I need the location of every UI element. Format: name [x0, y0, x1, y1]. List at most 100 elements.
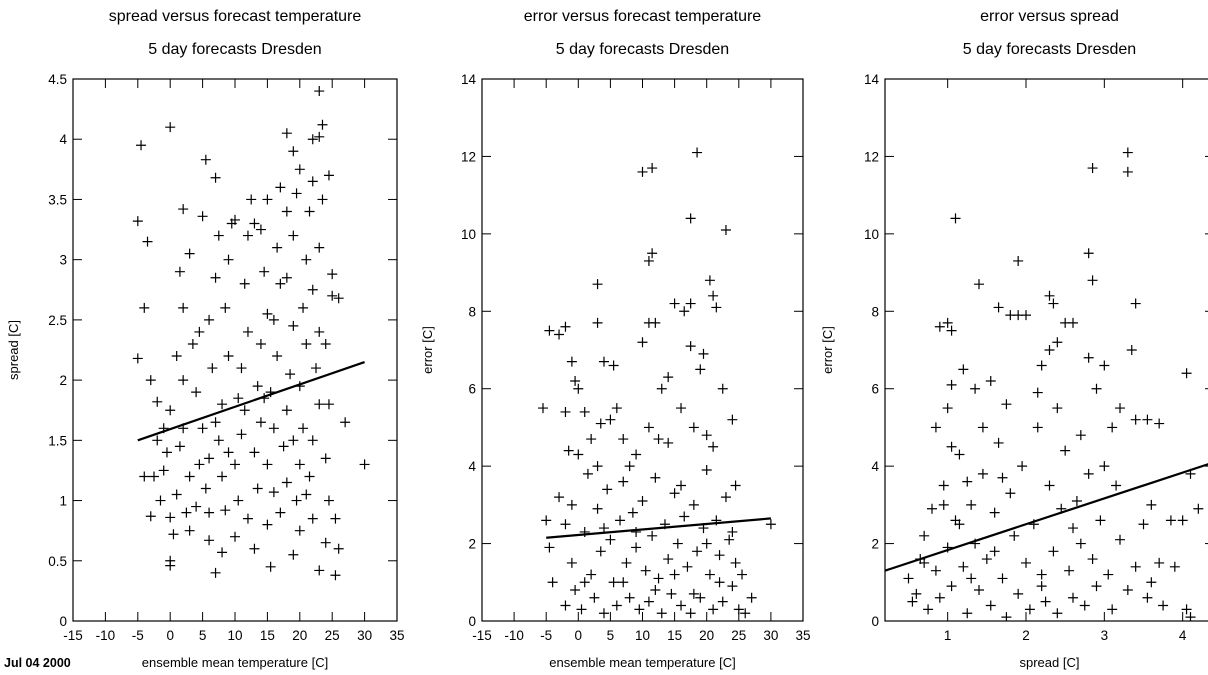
data-point	[294, 459, 305, 470]
y-axis-label: error [C]	[420, 326, 435, 374]
data-point	[317, 119, 328, 130]
data-point	[643, 255, 654, 266]
data-point	[320, 537, 331, 548]
data-point	[1052, 337, 1063, 348]
data-point	[688, 499, 699, 510]
data-point	[213, 435, 224, 446]
data-point	[304, 471, 315, 482]
y-tick-label: 8	[468, 304, 476, 319]
data-point	[643, 596, 654, 607]
data-point	[191, 501, 202, 512]
data-point	[727, 414, 738, 425]
data-point	[737, 569, 748, 580]
data-point	[544, 542, 555, 553]
data-point	[1071, 495, 1082, 506]
data-point	[330, 570, 341, 581]
data-point	[1103, 569, 1114, 580]
regression-line	[137, 361, 365, 442]
data-point	[281, 405, 292, 416]
x-tick-label: 25	[731, 628, 746, 643]
chart-spread-vs-temperature: spread versus forecast temperature 5 day …	[6, 8, 405, 670]
data-point	[708, 290, 719, 301]
y-tick-label: 0.5	[48, 554, 67, 569]
data-point	[301, 489, 312, 500]
data-point	[1126, 345, 1137, 355]
data-point	[301, 254, 312, 265]
data-point	[733, 604, 744, 615]
data-point	[1001, 399, 1012, 410]
data-point	[730, 480, 741, 491]
data-point	[1013, 255, 1024, 266]
data-point	[1099, 461, 1110, 472]
data-point	[281, 477, 292, 488]
data-point	[262, 194, 273, 205]
data-point	[1044, 480, 1055, 491]
data-point	[288, 146, 299, 157]
data-point	[330, 513, 341, 524]
x-tick-label: 15	[260, 628, 275, 643]
data-point	[1169, 561, 1180, 572]
data-point	[314, 399, 325, 410]
data-point	[323, 170, 334, 181]
data-point	[187, 338, 198, 349]
data-point	[294, 525, 305, 536]
data-point	[242, 230, 253, 241]
data-point	[210, 567, 221, 578]
data-point	[145, 375, 156, 386]
data-point	[301, 338, 312, 349]
data-point	[1154, 418, 1165, 429]
data-point	[560, 600, 571, 611]
data-point	[554, 329, 565, 340]
data-point	[679, 511, 690, 522]
data-point	[307, 176, 318, 187]
data-point	[643, 422, 654, 433]
data-point	[685, 341, 696, 352]
data-point	[672, 538, 683, 549]
data-point	[579, 406, 590, 417]
data-point	[618, 577, 629, 588]
data-point	[132, 353, 143, 364]
data-point	[653, 573, 664, 584]
data-point	[226, 218, 237, 229]
y-tick-label: 2.5	[48, 313, 67, 328]
data-point	[181, 507, 192, 518]
data-point	[1036, 360, 1047, 371]
data-point	[942, 317, 953, 328]
data-point	[650, 585, 661, 596]
data-point	[1024, 604, 1035, 615]
data-point	[191, 387, 202, 398]
data-point	[168, 529, 179, 540]
data-point	[217, 399, 228, 410]
data-point	[272, 242, 283, 253]
data-point	[946, 581, 957, 592]
data-point	[304, 206, 315, 217]
y-tick-label: 0	[59, 614, 67, 629]
data-point	[233, 393, 244, 404]
data-point	[314, 326, 325, 337]
data-point	[298, 423, 309, 434]
data-point	[210, 272, 221, 283]
data-point	[236, 363, 247, 374]
data-point	[230, 531, 240, 542]
data-point	[210, 172, 221, 183]
x-tick-label: -15	[472, 628, 492, 643]
data-point	[1087, 163, 1098, 174]
data-point	[323, 399, 334, 410]
y-tick-label: 1.5	[48, 433, 67, 448]
data-point	[669, 488, 680, 499]
data-point	[155, 495, 166, 506]
data-point	[685, 213, 696, 224]
data-point	[927, 503, 937, 514]
data-point	[1079, 600, 1090, 611]
data-point	[566, 356, 577, 367]
data-point	[720, 224, 731, 235]
data-point	[291, 495, 302, 506]
data-point	[989, 507, 1000, 518]
data-point	[946, 379, 957, 390]
x-tick-label: 25	[325, 628, 340, 643]
data-point	[207, 363, 218, 374]
data-point	[1107, 604, 1118, 615]
data-point	[262, 519, 273, 530]
data-point	[997, 472, 1008, 483]
